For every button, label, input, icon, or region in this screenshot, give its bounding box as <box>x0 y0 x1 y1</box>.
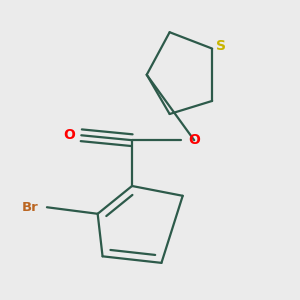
Text: S: S <box>216 39 226 53</box>
Text: O: O <box>188 133 200 147</box>
Text: Br: Br <box>22 201 39 214</box>
Text: O: O <box>63 128 75 142</box>
